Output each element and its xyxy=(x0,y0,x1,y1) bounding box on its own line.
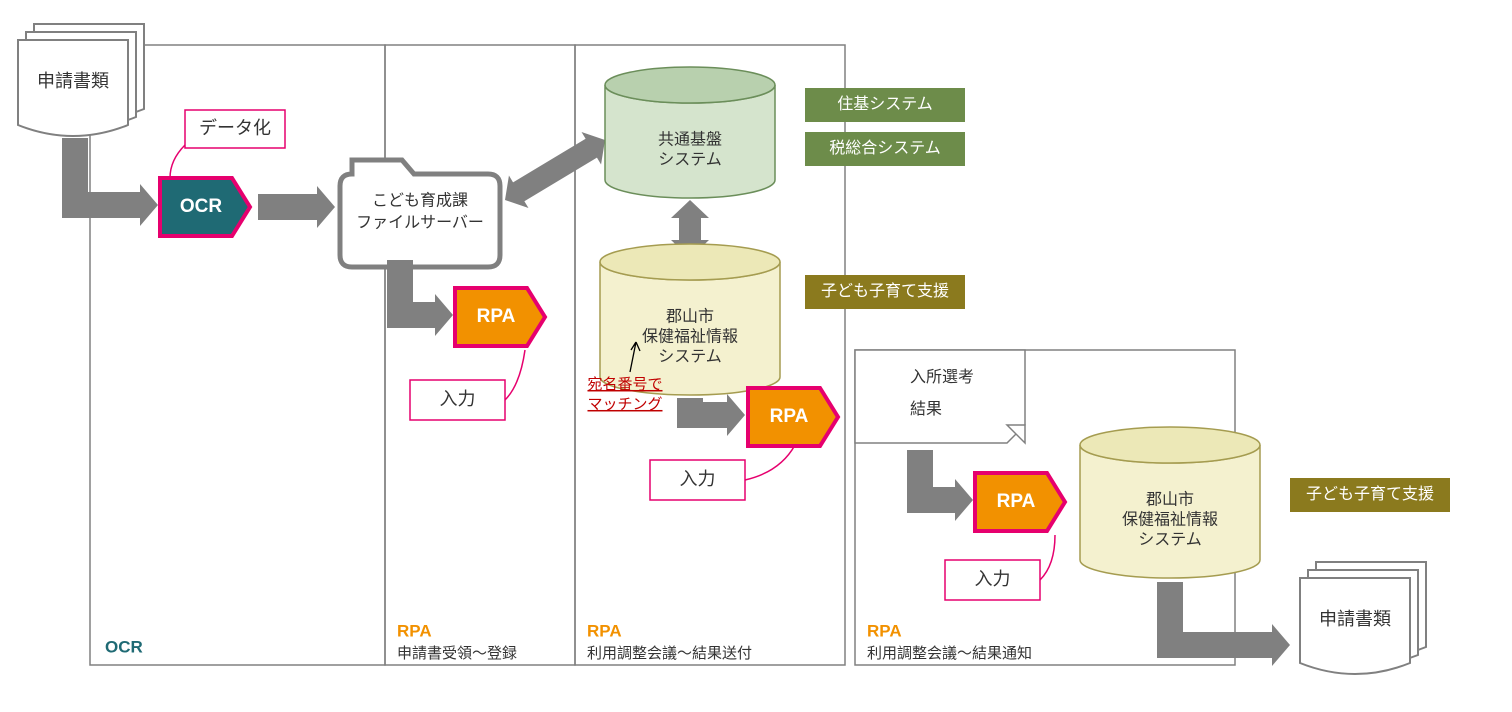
cyl-yellow1-line0: 郡山市 xyxy=(666,308,714,326)
label-input3-label: 入力 xyxy=(975,569,1011,589)
folder-node-l2: ファイルサーバー xyxy=(356,215,484,232)
label-input2-label: 入力 xyxy=(680,469,716,489)
result-l1: 入所選考 xyxy=(910,368,974,386)
arrow-note-rpa3 xyxy=(907,450,973,521)
frame-rpa1 xyxy=(385,45,575,665)
cyl-green-top xyxy=(605,67,775,103)
cyl-yellow1-line2: システム xyxy=(658,349,722,366)
frame-rpa3-sub: 利用調整会議〜結果通知 xyxy=(867,644,1032,662)
frame-rpa1-sub: 申請書受領〜登録 xyxy=(397,645,517,662)
connector-input2 xyxy=(745,445,795,480)
badge-brown1-label: 子ども子育て支援 xyxy=(821,282,949,300)
cyl-yellow1-line1: 保健福祉情報 xyxy=(642,328,738,346)
label-matching2: マッチング xyxy=(587,396,662,413)
connector-dataka xyxy=(170,145,185,178)
cyl-yellow2-line1: 保健福祉情報 xyxy=(1122,511,1218,529)
cyl-yellow2-top xyxy=(1080,427,1260,463)
label-input1-label: 入力 xyxy=(440,389,476,409)
ocr-node-label: OCR xyxy=(180,196,223,217)
arrow-yellow2-doc xyxy=(1157,582,1290,666)
rpa1-node-label: RPA xyxy=(477,306,516,327)
result-note xyxy=(855,350,1025,443)
rpa3-node-label: RPA xyxy=(997,491,1036,512)
label-dataka-label: データ化 xyxy=(199,118,271,138)
cyl-green-line0: 共通基盤 xyxy=(658,131,722,149)
label-matching1: 宛名番号で xyxy=(587,376,662,393)
connector-input3 xyxy=(1040,535,1055,580)
badge-green2-label: 税総合システム xyxy=(829,139,941,157)
arrow-doc-to-ocr xyxy=(62,138,158,226)
darrow-folder-green xyxy=(505,132,605,208)
frame-ocr-title: OCR xyxy=(105,637,143,656)
connector-input1 xyxy=(505,350,525,400)
cyl-green-line1: システム xyxy=(658,152,722,169)
doc-in-label: 申請書類 xyxy=(37,71,109,91)
doc-out-label: 申請書類 xyxy=(1319,609,1391,629)
arrow-yellow-rpa2 xyxy=(677,394,745,436)
frame-rpa1-title: RPA xyxy=(397,621,432,640)
arrow-ocr-to-folder xyxy=(258,186,335,228)
arrow-folder-rpa1 xyxy=(387,260,453,336)
folder-node xyxy=(340,160,500,267)
cyl-yellow2-line2: システム xyxy=(1138,532,1202,549)
cyl-yellow2-line0: 郡山市 xyxy=(1146,491,1194,509)
frame-rpa2-sub: 利用調整会議〜結果送付 xyxy=(587,644,752,662)
folder-node-l1: こども育成課 xyxy=(372,192,468,210)
frame-rpa2-title: RPA xyxy=(587,621,622,640)
result-l2: 結果 xyxy=(910,400,942,418)
frame-rpa3-title: RPA xyxy=(867,621,902,640)
badge-green1-label: 住基システム xyxy=(837,95,933,113)
cyl-yellow1-top xyxy=(600,244,780,280)
rpa2-node-label: RPA xyxy=(770,406,809,427)
badge-brown2-label: 子ども子育て支援 xyxy=(1306,485,1434,503)
